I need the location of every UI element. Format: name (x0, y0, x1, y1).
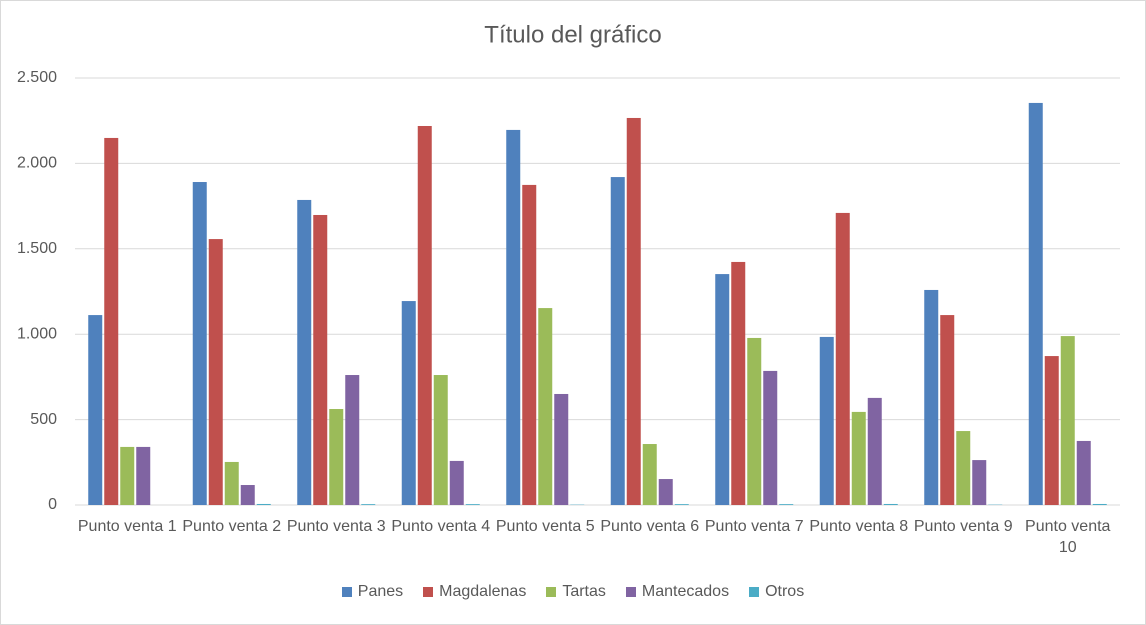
legend-swatch (423, 587, 434, 597)
bar (715, 274, 730, 505)
bar (313, 214, 328, 505)
bar (506, 129, 521, 505)
legend-label: Panes (357, 583, 404, 600)
bar (972, 460, 987, 505)
bar (610, 177, 625, 505)
bar (554, 393, 569, 505)
bar (240, 485, 255, 505)
bar (956, 431, 971, 505)
legend-item: Magdalenas (423, 583, 526, 601)
bar (883, 503, 898, 505)
y-tick-label: 500 (30, 411, 57, 428)
y-tick-label: 1.500 (17, 240, 57, 257)
bar (224, 461, 239, 505)
bar (465, 504, 480, 505)
legend: Panes Magdalenas Tartas Mantecados Otros (0, 583, 1146, 601)
legend-item: Otros (749, 583, 804, 601)
bar (835, 212, 850, 505)
bar (538, 308, 553, 505)
bar (867, 397, 882, 505)
bar (1060, 336, 1075, 505)
bar (674, 504, 689, 505)
bar (1076, 440, 1091, 505)
bar (120, 446, 135, 505)
bar (136, 446, 151, 505)
legend-label: Mantecados (641, 583, 730, 600)
bar (401, 301, 416, 505)
x-tick-label: Punto venta 4 (391, 518, 491, 535)
bar (329, 409, 344, 505)
y-tick-label: 2.500 (17, 69, 57, 86)
bar (779, 504, 794, 505)
x-tick-label: Punto venta 8 (809, 518, 909, 535)
bar (819, 336, 834, 505)
bar (297, 199, 312, 505)
bar (1028, 102, 1043, 505)
bar (940, 315, 955, 505)
bar (747, 337, 762, 505)
bar (642, 444, 657, 505)
legend-label: Tartas (562, 583, 606, 600)
bar (1092, 503, 1107, 505)
bar (924, 289, 939, 505)
legend-label: Magdalenas (439, 583, 527, 600)
legend-swatch (625, 587, 636, 597)
x-tick-label: Punto venta 10 (1025, 518, 1111, 556)
chart-title: Título del gráfico (484, 21, 661, 48)
y-tick-label: 0 (48, 496, 57, 513)
bar (433, 375, 448, 505)
bar (449, 460, 464, 505)
y-tick-label: 1.000 (17, 325, 57, 342)
legend-item: Panes (341, 583, 404, 601)
bar (1044, 356, 1059, 505)
legend-item: Mantecados (625, 583, 730, 601)
bar (731, 261, 746, 505)
bar (208, 239, 223, 506)
x-tick-label: Punto venta 7 (704, 518, 804, 535)
x-tick-label: Punto venta 1 (77, 518, 177, 535)
bar (361, 504, 376, 505)
y-tick-label: 2.000 (17, 155, 57, 172)
bar (88, 315, 103, 505)
bar (256, 503, 271, 505)
x-tick-label: Punto venta 9 (913, 518, 1013, 535)
x-tick-label: Punto venta 6 (600, 518, 700, 535)
bar (626, 117, 641, 506)
x-tick-label: Punto venta 3 (286, 518, 386, 535)
x-tick-label: Punto venta 5 (495, 518, 595, 535)
legend-swatch (749, 587, 760, 597)
bar (851, 411, 866, 505)
bar (104, 137, 119, 505)
bar (658, 479, 673, 505)
bar (192, 182, 207, 505)
bar (345, 375, 360, 505)
bar (522, 184, 537, 505)
bar (763, 370, 778, 505)
legend-swatch (546, 587, 557, 597)
bar (417, 125, 432, 505)
x-tick-label: Punto venta 2 (182, 518, 282, 535)
legend-label: Otros (765, 583, 805, 600)
legend-swatch (341, 587, 352, 597)
legend-item: Tartas (546, 583, 606, 601)
